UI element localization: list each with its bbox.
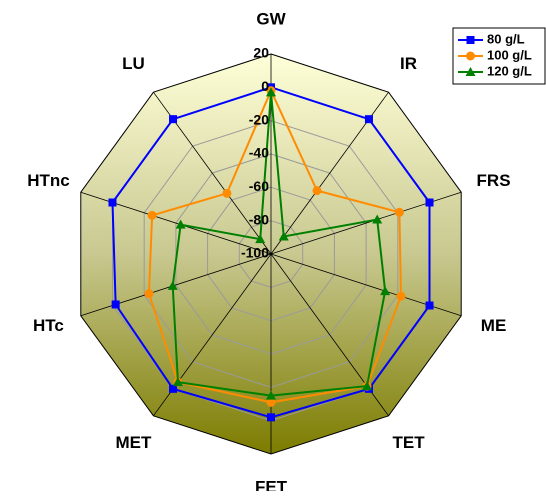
marker <box>175 219 186 229</box>
axis-label: TET <box>392 433 425 452</box>
marker <box>147 210 157 220</box>
marker <box>425 301 434 310</box>
axis-label: ME <box>481 316 507 335</box>
marker <box>255 234 266 244</box>
r-tick-label: -20 <box>249 111 269 127</box>
marker <box>312 186 322 196</box>
series <box>167 87 391 400</box>
marker <box>266 397 276 407</box>
r-tick-label: -100 <box>241 245 269 261</box>
axis-label: MET <box>116 433 153 452</box>
r-tick-label: -40 <box>249 145 269 161</box>
marker <box>425 198 434 207</box>
marker <box>362 381 373 391</box>
marker <box>466 36 475 44</box>
marker <box>222 188 232 198</box>
marker <box>267 413 275 422</box>
legend-label: 120 g/L <box>487 63 532 78</box>
legend-label: 100 g/L <box>487 47 532 62</box>
marker <box>372 214 383 224</box>
r-tick-label: -80 <box>249 211 269 227</box>
marker <box>266 87 276 97</box>
marker <box>111 300 120 309</box>
marker <box>278 231 289 241</box>
marker <box>465 67 476 76</box>
plot-area: GW IR FRS ME TET FET MET HTc HTnc LU -100 -80 -60 -40… <box>27 9 511 496</box>
legend-label: 80 g/L <box>487 31 525 46</box>
axis-label: LU <box>122 54 145 73</box>
marker <box>394 207 404 217</box>
marker <box>396 291 406 301</box>
axis-label: IR <box>400 54 417 73</box>
marker <box>466 51 475 61</box>
marker <box>266 390 276 400</box>
axis-label: FRS <box>477 171 511 190</box>
marker <box>172 377 183 387</box>
axis-label: FET <box>255 477 288 491</box>
marker <box>144 289 154 299</box>
r-tick-label: 20 <box>253 45 269 61</box>
r-tick-label: 0 <box>261 78 269 94</box>
marker <box>169 384 178 393</box>
marker <box>108 198 117 207</box>
marker <box>380 286 391 296</box>
axis-label: HTc <box>33 316 64 335</box>
marker <box>364 115 373 124</box>
axis-label: GW <box>256 9 286 28</box>
r-tick-label: -60 <box>249 178 269 194</box>
marker <box>169 115 178 124</box>
marker <box>167 280 178 290</box>
axis-label: HTnc <box>27 171 70 190</box>
